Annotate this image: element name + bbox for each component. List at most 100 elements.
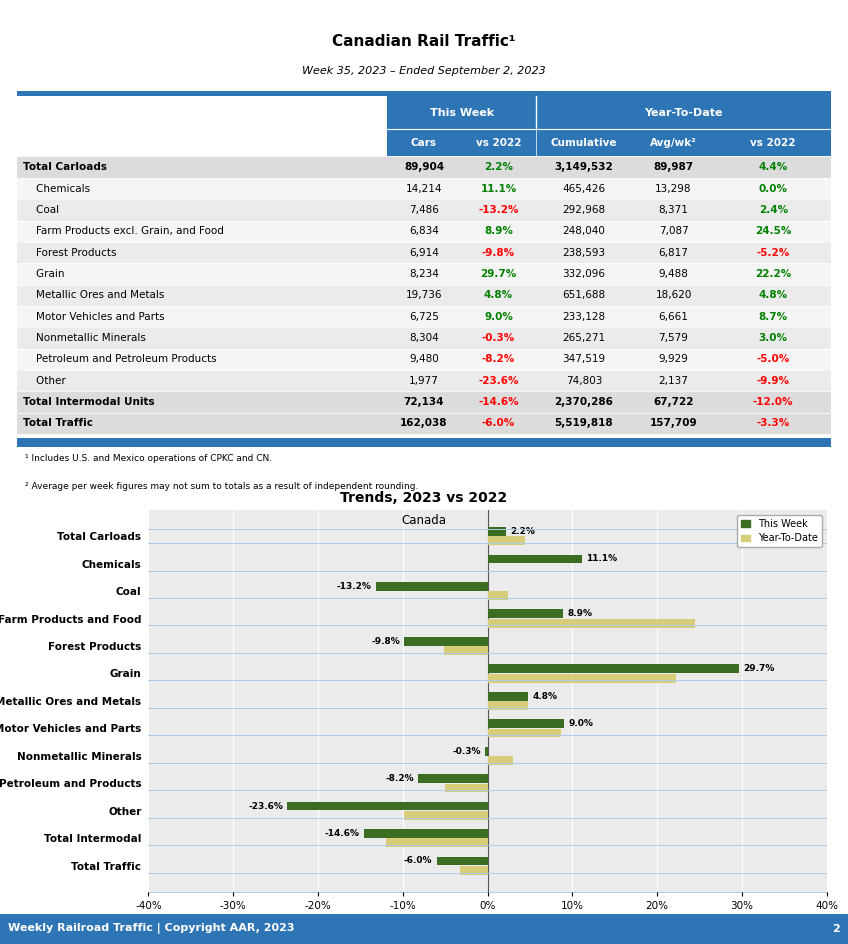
Text: 3.0%: 3.0% xyxy=(759,333,788,343)
Legend: This Week, Year-To-Date: This Week, Year-To-Date xyxy=(737,514,822,548)
Text: 2: 2 xyxy=(832,924,840,934)
Bar xyxy=(17,285,831,306)
Bar xyxy=(17,263,831,285)
Text: Year-To-Date: Year-To-Date xyxy=(644,108,723,118)
Text: 24.5%: 24.5% xyxy=(755,227,791,236)
Bar xyxy=(17,348,831,370)
Text: 29.7%: 29.7% xyxy=(480,269,516,278)
Text: Total Carloads: Total Carloads xyxy=(24,162,108,172)
Text: This Week: This Week xyxy=(430,108,494,118)
Bar xyxy=(388,96,831,129)
Text: Total Intermodal Units: Total Intermodal Units xyxy=(24,397,155,407)
Text: Trends, 2023 vs 2022: Trends, 2023 vs 2022 xyxy=(340,491,508,505)
Text: 6,834: 6,834 xyxy=(409,227,439,236)
Bar xyxy=(17,306,831,328)
Text: Nonmetallic Minerals: Nonmetallic Minerals xyxy=(24,333,147,343)
Text: 74,803: 74,803 xyxy=(566,376,602,386)
Text: 347,519: 347,519 xyxy=(562,354,605,364)
Text: -5.0%: -5.0% xyxy=(756,354,789,364)
Text: 2.2%: 2.2% xyxy=(510,527,535,536)
Bar xyxy=(488,674,676,683)
Bar xyxy=(460,866,488,875)
Text: vs 2022: vs 2022 xyxy=(750,138,796,147)
Text: 6,914: 6,914 xyxy=(409,247,439,258)
Bar xyxy=(388,129,831,157)
Text: 238,593: 238,593 xyxy=(562,247,605,258)
Bar xyxy=(488,610,563,618)
Text: 651,688: 651,688 xyxy=(562,291,605,300)
Text: 162,038: 162,038 xyxy=(400,418,448,429)
Bar xyxy=(17,392,831,413)
Bar xyxy=(488,619,695,628)
Text: Cumulative: Cumulative xyxy=(550,138,617,147)
Text: 19,736: 19,736 xyxy=(405,291,443,300)
Bar xyxy=(17,438,831,447)
Text: Week 35, 2023 – Ended September 2, 2023: Week 35, 2023 – Ended September 2, 2023 xyxy=(302,66,546,76)
Text: Cars: Cars xyxy=(411,138,437,147)
Bar xyxy=(17,92,831,96)
Text: 332,096: 332,096 xyxy=(562,269,605,278)
Text: 14,214: 14,214 xyxy=(405,183,443,194)
Bar xyxy=(17,242,831,263)
Text: Canadian Rail Traffic¹: Canadian Rail Traffic¹ xyxy=(332,34,516,49)
Text: 8.9%: 8.9% xyxy=(567,610,592,618)
Text: 3,149,532: 3,149,532 xyxy=(555,162,613,172)
Text: -14.6%: -14.6% xyxy=(325,829,360,838)
Text: -9.8%: -9.8% xyxy=(482,247,515,258)
Text: 18,620: 18,620 xyxy=(656,291,692,300)
Bar xyxy=(488,729,561,737)
Bar xyxy=(488,554,582,564)
Text: -6.0%: -6.0% xyxy=(482,418,515,429)
Text: 8.9%: 8.9% xyxy=(484,227,513,236)
Text: Weekly Railroad Traffic | Copyright AAR, 2023: Weekly Railroad Traffic | Copyright AAR,… xyxy=(8,923,295,935)
Text: Grain: Grain xyxy=(24,269,65,278)
Bar xyxy=(17,157,831,177)
Bar xyxy=(17,177,831,199)
Text: Other: Other xyxy=(24,376,66,386)
Text: 233,128: 233,128 xyxy=(562,312,605,322)
Text: 11.1%: 11.1% xyxy=(586,554,617,564)
Text: 9,929: 9,929 xyxy=(659,354,689,364)
Text: -14.6%: -14.6% xyxy=(478,397,519,407)
Text: 5,519,818: 5,519,818 xyxy=(555,418,613,429)
Text: -13.2%: -13.2% xyxy=(337,582,371,591)
Text: 11.1%: 11.1% xyxy=(480,183,516,194)
Text: Farm Products excl. Grain, and Food: Farm Products excl. Grain, and Food xyxy=(24,227,225,236)
Text: Avg/wk²: Avg/wk² xyxy=(650,138,697,147)
Text: 22.2%: 22.2% xyxy=(755,269,791,278)
Text: 8.7%: 8.7% xyxy=(759,312,788,322)
Text: 72,134: 72,134 xyxy=(404,397,444,407)
Text: ¹ Includes U.S. and Mexico operations of CPKC and CN.: ¹ Includes U.S. and Mexico operations of… xyxy=(25,454,272,464)
Bar xyxy=(488,536,525,546)
Text: -12.0%: -12.0% xyxy=(753,397,794,407)
Bar xyxy=(485,747,488,755)
Text: -0.3%: -0.3% xyxy=(452,747,481,755)
Bar xyxy=(17,221,831,242)
Text: 2,137: 2,137 xyxy=(659,376,689,386)
Bar xyxy=(488,719,564,728)
Text: 265,271: 265,271 xyxy=(562,333,605,343)
Text: Coal: Coal xyxy=(24,205,59,215)
Text: -23.6%: -23.6% xyxy=(478,376,519,386)
Text: 248,040: 248,040 xyxy=(562,227,605,236)
Text: 8,304: 8,304 xyxy=(409,333,439,343)
Bar xyxy=(444,647,488,655)
Text: 2,370,286: 2,370,286 xyxy=(555,397,613,407)
Text: 89,987: 89,987 xyxy=(654,162,694,172)
Text: 4.8%: 4.8% xyxy=(759,291,788,300)
Text: 8,371: 8,371 xyxy=(659,205,689,215)
Bar xyxy=(488,701,528,710)
Text: -8.2%: -8.2% xyxy=(482,354,515,364)
Text: 7,579: 7,579 xyxy=(659,333,689,343)
Bar xyxy=(404,637,488,646)
Bar xyxy=(488,665,739,673)
Text: -13.2%: -13.2% xyxy=(478,205,519,215)
Bar xyxy=(386,838,488,848)
Text: -5.2%: -5.2% xyxy=(756,247,789,258)
Text: 9,488: 9,488 xyxy=(659,269,689,278)
Text: 2.2%: 2.2% xyxy=(484,162,513,172)
Text: 9,480: 9,480 xyxy=(409,354,439,364)
Text: 13,298: 13,298 xyxy=(656,183,692,194)
Text: 4.8%: 4.8% xyxy=(533,692,557,700)
Text: 67,722: 67,722 xyxy=(653,397,694,407)
